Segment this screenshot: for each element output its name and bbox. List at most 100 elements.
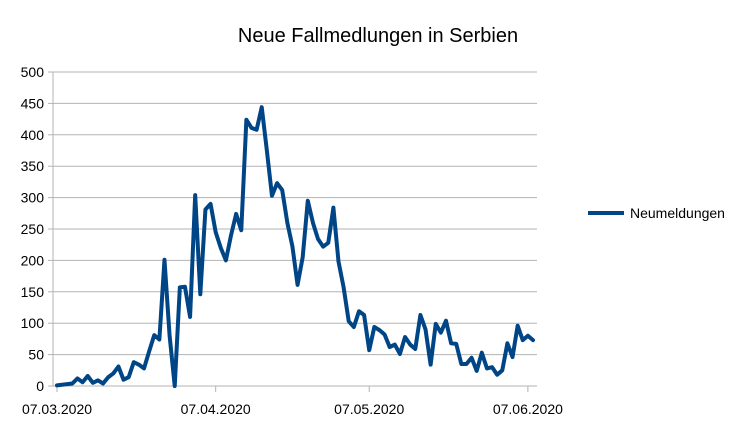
data-point	[147, 350, 151, 353]
y-tick-label: 0	[36, 378, 44, 394]
legend: Neumeldungen	[588, 205, 725, 221]
chart-title: Neue Fallmedlungen in Serbien	[238, 25, 518, 47]
data-point	[306, 199, 309, 202]
axes	[48, 71, 537, 392]
data-point	[137, 363, 141, 366]
gridlines	[53, 71, 537, 387]
data-point	[117, 365, 120, 368]
data-point	[434, 322, 437, 326]
y-tick-label: 300	[21, 190, 45, 206]
data-point	[60, 383, 64, 386]
data-point	[281, 188, 284, 192]
data-point	[193, 193, 197, 197]
data-point	[250, 126, 253, 130]
data-point	[465, 362, 468, 366]
x-tick-label: 07.06.2020	[493, 401, 563, 417]
data-point	[209, 202, 212, 206]
data-point	[347, 320, 350, 323]
data-point	[96, 379, 100, 382]
series-line-neumeldungen	[55, 105, 535, 388]
data-point	[475, 369, 478, 373]
data-point	[460, 362, 463, 366]
data-point	[178, 286, 182, 289]
data-point	[398, 352, 402, 356]
data-point	[408, 343, 412, 346]
data-point	[112, 372, 115, 375]
data-point	[521, 338, 524, 342]
data-point	[311, 221, 315, 224]
data-point	[531, 338, 535, 342]
data-point	[316, 237, 320, 241]
x-tick-label: 07.03.2020	[22, 401, 92, 417]
data-point	[291, 245, 294, 248]
data-point	[403, 335, 407, 339]
data-point	[224, 259, 228, 262]
data-point	[66, 382, 69, 386]
data-point	[296, 283, 299, 287]
y-tick-label: 350	[21, 158, 45, 174]
data-point	[378, 328, 381, 332]
y-tick-label: 200	[21, 252, 45, 268]
data-point	[260, 105, 263, 109]
data-point	[245, 118, 248, 121]
y-tick-label: 150	[21, 284, 45, 300]
data-point	[414, 347, 417, 351]
y-tick-label: 100	[21, 315, 45, 331]
data-point	[173, 384, 176, 388]
data-point	[429, 363, 432, 366]
y-tick-label: 50	[28, 347, 44, 363]
data-point	[286, 221, 289, 224]
data-point	[81, 381, 84, 384]
data-point	[204, 208, 207, 211]
data-point	[332, 206, 335, 209]
y-tick-label: 400	[21, 127, 45, 143]
data-point	[132, 360, 135, 364]
series-layer	[55, 105, 535, 388]
data-point	[158, 338, 161, 341]
data-point	[122, 378, 125, 381]
data-point	[142, 367, 146, 370]
x-tick-label: 07.04.2020	[181, 401, 251, 417]
data-point	[383, 333, 386, 336]
data-point	[55, 384, 59, 387]
data-point	[511, 355, 514, 359]
data-point	[91, 381, 95, 385]
data-point	[321, 245, 325, 248]
data-point	[449, 342, 453, 345]
data-point	[229, 234, 233, 237]
data-point	[327, 241, 330, 245]
data-point	[153, 333, 156, 337]
y-tick-labels: 0 50 100 150 200 250 300 350 400 450 500	[21, 64, 45, 394]
data-point	[71, 382, 74, 385]
data-point	[516, 324, 519, 327]
data-point	[255, 128, 258, 131]
data-point	[419, 313, 422, 317]
data-point	[352, 325, 356, 329]
data-point	[183, 285, 187, 288]
data-point	[480, 351, 484, 354]
x-tick-label: 07.05.2020	[334, 401, 404, 417]
data-point	[357, 310, 361, 313]
x-tick-labels: 07.03.2020 07.04.2020 07.05.2020 07.06.2020	[22, 401, 563, 417]
data-point	[455, 342, 458, 346]
data-point	[388, 345, 391, 349]
data-point	[265, 149, 269, 152]
data-point	[301, 256, 304, 259]
y-tick-label: 250	[21, 221, 45, 237]
data-point	[106, 376, 110, 379]
data-point	[373, 325, 376, 329]
data-point	[490, 365, 494, 369]
data-point	[495, 373, 499, 376]
data-point	[86, 374, 89, 378]
data-point	[501, 369, 504, 372]
data-point	[424, 328, 427, 331]
data-point	[214, 230, 217, 234]
data-point	[275, 181, 279, 185]
y-tick-label: 500	[21, 64, 45, 80]
data-point	[526, 334, 530, 337]
data-point	[219, 246, 222, 250]
data-point	[368, 349, 371, 352]
data-point	[163, 258, 166, 261]
data-point	[362, 313, 366, 317]
